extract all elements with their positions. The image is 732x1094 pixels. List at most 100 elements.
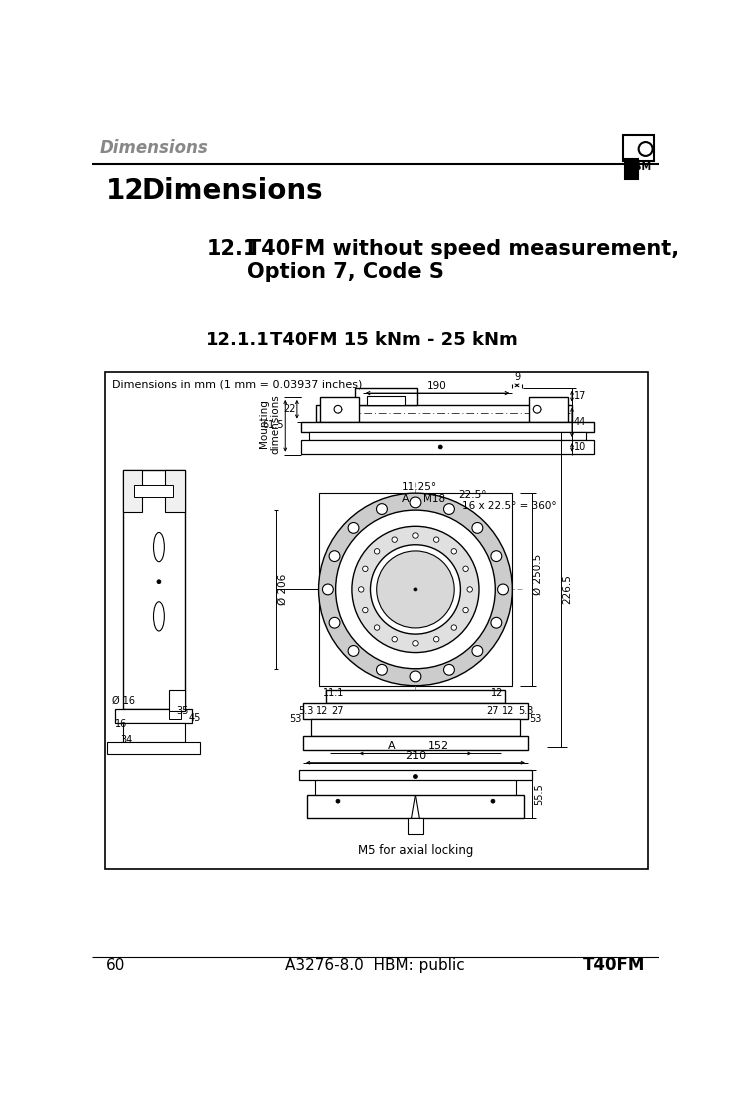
Circle shape xyxy=(334,406,342,414)
Circle shape xyxy=(157,580,161,584)
Text: 190: 190 xyxy=(427,381,447,391)
Text: 152: 152 xyxy=(428,741,449,750)
Circle shape xyxy=(376,503,387,514)
Text: T40FM 15 kNm - 25 kNm: T40FM 15 kNm - 25 kNm xyxy=(270,331,518,349)
Text: 22: 22 xyxy=(283,405,295,415)
Circle shape xyxy=(362,607,368,613)
Text: 12: 12 xyxy=(490,688,503,698)
Text: 17: 17 xyxy=(574,392,586,401)
Circle shape xyxy=(359,586,364,592)
Circle shape xyxy=(392,537,397,543)
Text: 22.5°: 22.5° xyxy=(458,490,487,500)
Bar xyxy=(169,711,181,719)
Circle shape xyxy=(451,548,457,554)
Bar xyxy=(529,397,568,421)
Text: Ø 250.5: Ø 250.5 xyxy=(533,554,543,595)
Bar xyxy=(122,470,142,512)
Circle shape xyxy=(348,523,359,533)
Ellipse shape xyxy=(154,602,165,631)
Circle shape xyxy=(323,584,333,595)
Circle shape xyxy=(472,645,483,656)
Circle shape xyxy=(410,497,421,508)
Bar xyxy=(165,470,184,512)
Bar xyxy=(318,493,512,686)
Circle shape xyxy=(491,550,501,561)
Bar xyxy=(301,440,594,454)
Text: Dimensions: Dimensions xyxy=(142,177,324,206)
Text: 44: 44 xyxy=(574,417,586,428)
Text: A3276-8.0  HBM: public: A3276-8.0 HBM: public xyxy=(285,957,465,973)
Text: 11.25°: 11.25° xyxy=(402,482,437,492)
Text: 9: 9 xyxy=(514,372,520,382)
Circle shape xyxy=(491,800,495,803)
Bar xyxy=(367,396,406,405)
Circle shape xyxy=(348,645,359,656)
Bar xyxy=(107,742,200,754)
Text: 10: 10 xyxy=(574,442,586,452)
Bar xyxy=(625,159,638,179)
Text: 12: 12 xyxy=(502,706,515,717)
Text: Dimensions: Dimensions xyxy=(100,139,208,156)
Text: 5.3: 5.3 xyxy=(518,706,533,717)
Circle shape xyxy=(352,526,479,652)
Bar xyxy=(308,432,586,440)
Text: 35: 35 xyxy=(176,706,189,717)
Bar xyxy=(122,470,184,709)
Text: 16 x 22.5° = 360°: 16 x 22.5° = 360° xyxy=(462,501,556,511)
Text: 210: 210 xyxy=(405,750,426,760)
Circle shape xyxy=(433,637,439,642)
Bar xyxy=(122,723,184,742)
Bar xyxy=(134,486,173,497)
Text: 12: 12 xyxy=(105,177,144,206)
Text: A: A xyxy=(389,741,396,750)
Text: 12.1: 12.1 xyxy=(206,240,258,259)
Text: 45: 45 xyxy=(188,713,201,723)
Bar xyxy=(303,703,528,719)
Bar xyxy=(115,709,193,723)
Circle shape xyxy=(451,625,457,630)
Text: 5.3: 5.3 xyxy=(298,706,313,717)
Text: 27: 27 xyxy=(332,706,344,717)
Circle shape xyxy=(491,617,501,628)
Circle shape xyxy=(414,587,417,591)
Circle shape xyxy=(376,664,387,675)
Text: HBM: HBM xyxy=(626,162,651,172)
Text: T40FM: T40FM xyxy=(583,956,645,974)
Text: 61.5: 61.5 xyxy=(262,420,284,430)
Circle shape xyxy=(467,586,472,592)
Text: 53: 53 xyxy=(529,713,542,724)
Text: 60: 60 xyxy=(105,957,125,973)
Text: Mounting
dimensions: Mounting dimensions xyxy=(259,394,280,454)
Bar xyxy=(299,770,531,780)
Circle shape xyxy=(362,566,368,571)
Bar xyxy=(311,719,520,736)
Text: T40FM without speed measurement,
Option 7, Code S: T40FM without speed measurement, Option … xyxy=(247,240,679,282)
Text: Ø 16: Ø 16 xyxy=(113,696,135,706)
Circle shape xyxy=(377,551,454,628)
Bar xyxy=(408,818,423,834)
Text: 16: 16 xyxy=(115,719,127,730)
Bar xyxy=(326,689,504,703)
Circle shape xyxy=(463,566,468,571)
Text: 55.5: 55.5 xyxy=(534,783,544,805)
Text: 34: 34 xyxy=(120,734,132,745)
Bar xyxy=(301,421,594,432)
Bar xyxy=(316,405,572,421)
Text: Ø 206: Ø 206 xyxy=(277,574,288,605)
Circle shape xyxy=(336,800,340,803)
Circle shape xyxy=(413,533,418,538)
Bar xyxy=(623,136,654,161)
Circle shape xyxy=(410,671,421,682)
Bar xyxy=(307,795,524,818)
Circle shape xyxy=(463,607,468,613)
Circle shape xyxy=(318,493,512,686)
Circle shape xyxy=(374,548,380,554)
Circle shape xyxy=(329,617,340,628)
Text: 11.1: 11.1 xyxy=(324,688,345,698)
Circle shape xyxy=(370,545,460,635)
Bar xyxy=(303,736,528,749)
Bar xyxy=(355,387,417,405)
Circle shape xyxy=(444,664,455,675)
Circle shape xyxy=(392,637,397,642)
Circle shape xyxy=(413,641,418,647)
